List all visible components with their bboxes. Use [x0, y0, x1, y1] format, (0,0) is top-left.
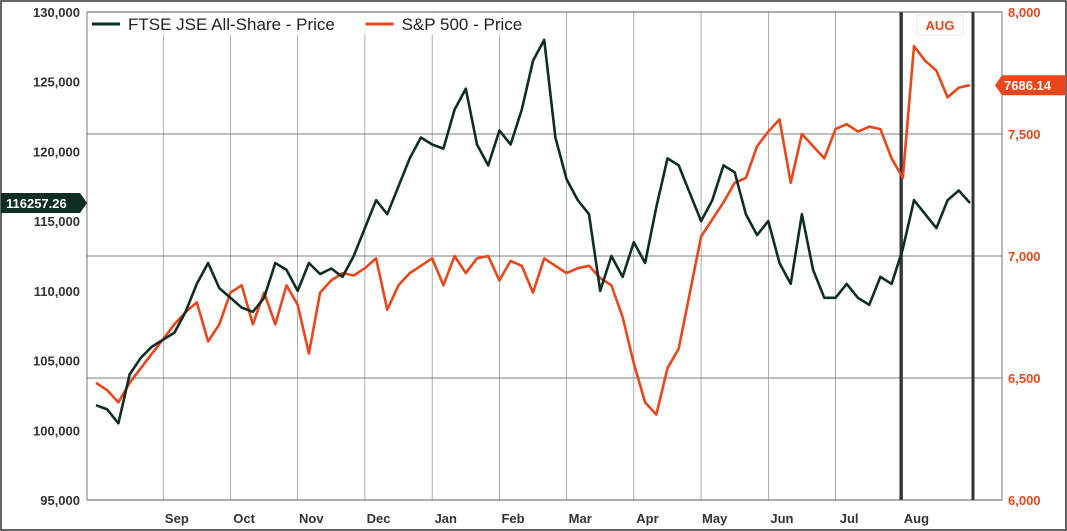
- left-tick-label: 130,000: [33, 5, 80, 20]
- legend-label: FTSE JSE All-Share - Price: [128, 15, 335, 34]
- highlight-label: AUG: [926, 18, 955, 33]
- x-tick-label: May: [702, 511, 728, 526]
- x-tick-label: Nov: [299, 511, 324, 526]
- legend: FTSE JSE All-Share - Price S&P 500 - Pric…: [88, 13, 550, 35]
- last-value-label-left: 116257.26: [6, 196, 67, 211]
- right-axis-ticks: 6,000 6,500 7,000 7,500 8,000: [1008, 5, 1041, 508]
- x-tick-label: Aug: [904, 511, 929, 526]
- left-tick-label: 115,000: [34, 214, 80, 229]
- x-tick-label: Jul: [840, 511, 859, 526]
- legend-label: S&P 500 - Price: [402, 15, 523, 34]
- x-tick-label: Dec: [367, 511, 391, 526]
- series-line-0: [95, 44, 971, 416]
- gridlines: [86, 11, 1003, 501]
- last-value-badge-left: [1, 193, 87, 214]
- x-tick-label: Oct: [233, 511, 255, 526]
- series-lines: [95, 38, 971, 425]
- x-tick-label: Feb: [501, 511, 524, 526]
- left-tick-label: 105,000: [33, 354, 80, 369]
- x-tick-label: Mar: [569, 511, 592, 526]
- right-tick-label: 7,500: [1008, 127, 1041, 142]
- last-value-badges: 7686.14 116257.26: [1, 75, 1066, 214]
- left-tick-label: 120,000: [33, 144, 80, 159]
- x-tick-label: Sep: [165, 511, 189, 526]
- last-value-badge-right: [995, 75, 1066, 96]
- last-value-label-right: 7686.14: [1004, 78, 1052, 93]
- x-tick-label: Jan: [435, 511, 457, 526]
- x-tick-label: Jun: [770, 511, 793, 526]
- left-tick-label: 100,000: [33, 423, 80, 438]
- legend-box: [88, 13, 550, 35]
- right-tick-label: 6,000: [1008, 493, 1041, 508]
- series-line-1: [95, 38, 971, 425]
- x-tick-label: Apr: [636, 511, 658, 526]
- highlight-label-box: [916, 14, 964, 36]
- left-tick-label: 110,000: [34, 284, 80, 299]
- right-tick-label: 8,000: [1008, 5, 1041, 20]
- plot-area: [86, 11, 1003, 501]
- right-tick-label: 6,500: [1008, 371, 1041, 386]
- left-tick-label: 125,000: [33, 75, 80, 90]
- left-axis-ticks: 95,000 100,000 105,000 110,000 115,000 120,00…: [33, 5, 80, 508]
- left-tick-label: 95,000: [40, 493, 80, 508]
- x-axis-ticks: Sep Oct Nov Dec Jan Feb Mar Apr May Jun Jul Aug: [165, 511, 929, 526]
- right-tick-label: 7,000: [1008, 249, 1041, 264]
